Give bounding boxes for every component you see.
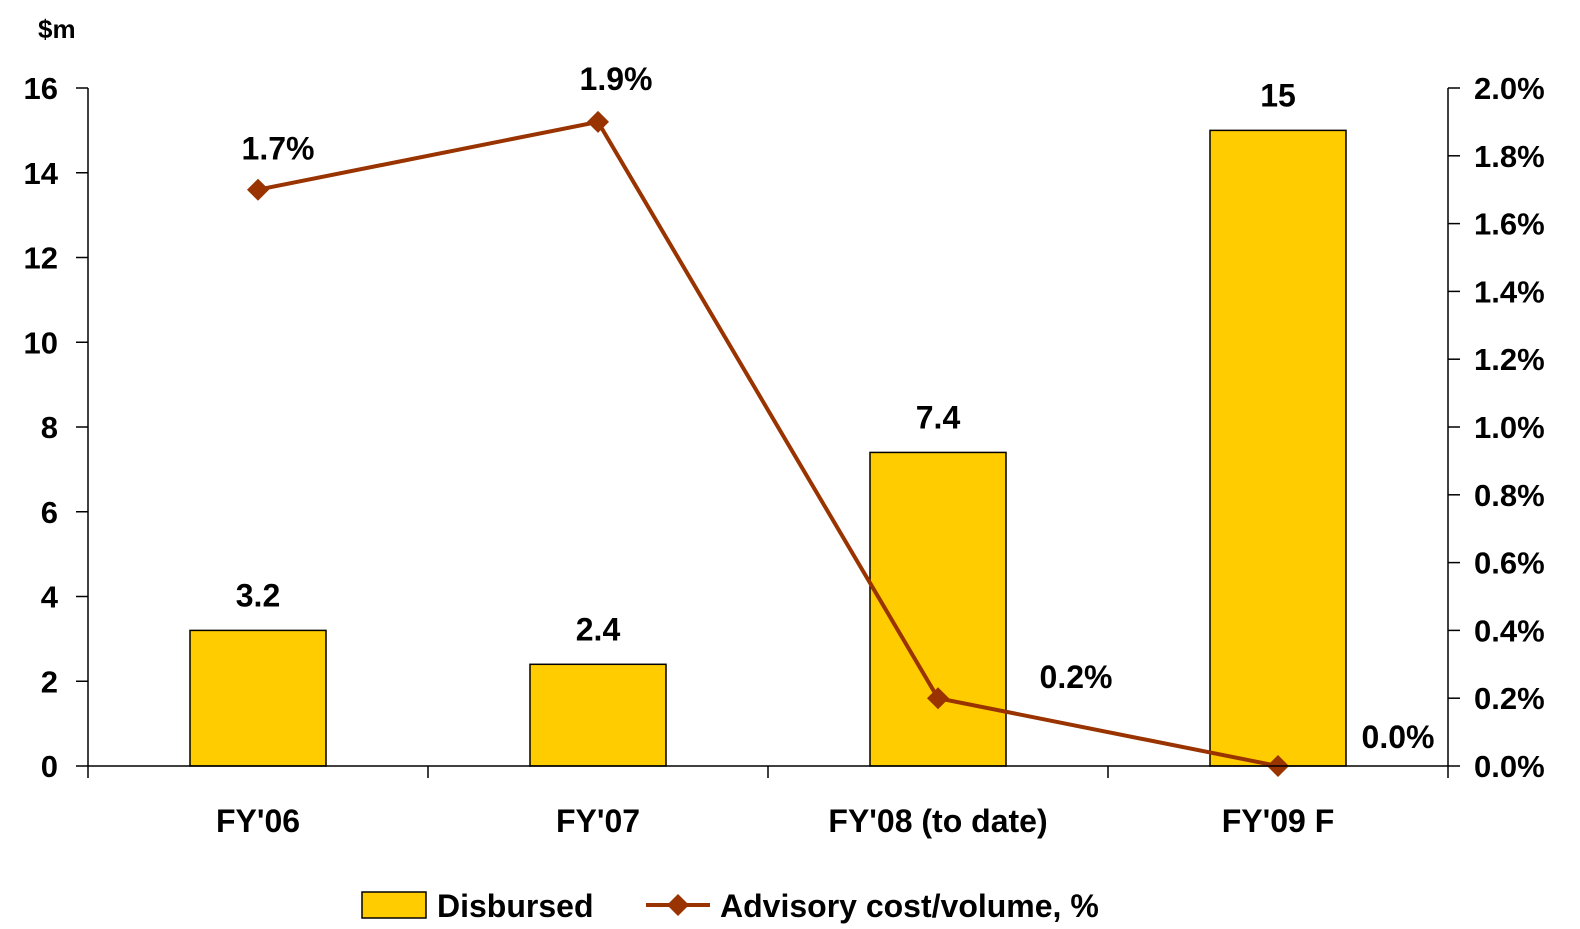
x-axis-tick-label: FY'09 F bbox=[1222, 803, 1335, 839]
line-data-label: 0.0% bbox=[1362, 719, 1435, 755]
bar bbox=[529, 663, 667, 767]
right-axis-tick-label: 0.8% bbox=[1474, 478, 1545, 513]
left-axis: 0 2 4 6 8 10 12 14 16 bbox=[24, 71, 89, 784]
bar bbox=[189, 629, 327, 767]
right-axis-tick-label: 1.2% bbox=[1474, 342, 1545, 377]
left-axis-tick-label: 14 bbox=[24, 156, 59, 191]
x-axis: FY'06 FY'07 FY'08 (to date) FY'09 F bbox=[87, 765, 1449, 839]
left-axis-tick-label: 2 bbox=[41, 664, 58, 699]
series-line bbox=[257, 119, 1279, 768]
legend-marker-advisory bbox=[667, 894, 689, 916]
left-axis-tick-label: 12 bbox=[24, 241, 58, 276]
bar-data-label: 2.4 bbox=[576, 611, 621, 647]
line-data-label: 0.2% bbox=[1040, 659, 1113, 695]
legend-label-advisory: Advisory cost/volume, % bbox=[720, 888, 1099, 924]
line-data-label: 1.9% bbox=[580, 61, 653, 97]
right-axis-tick-label: 1.0% bbox=[1474, 410, 1545, 445]
right-axis-tick-label: 0.2% bbox=[1474, 681, 1545, 716]
line-point bbox=[247, 178, 269, 201]
right-axis-tick-label: 0.6% bbox=[1474, 546, 1545, 581]
x-axis-tick-label: FY'07 bbox=[556, 803, 640, 839]
left-axis-tick-label: 8 bbox=[41, 410, 58, 445]
left-axis-tick-label: 4 bbox=[41, 580, 59, 615]
bar bbox=[869, 451, 1007, 767]
legend-label-disbursed: Disbursed bbox=[437, 888, 593, 924]
left-axis-tick-label: 16 bbox=[24, 71, 58, 106]
line-series-advisory-cost bbox=[247, 110, 1289, 777]
right-axis-tick-label: 0.4% bbox=[1474, 613, 1545, 648]
x-axis-tick-label: FY'06 bbox=[216, 803, 300, 839]
legend-swatch-disbursed bbox=[361, 891, 427, 919]
y-axis-unit: $m bbox=[38, 14, 76, 44]
right-axis-tick-label: 2.0% bbox=[1474, 71, 1545, 106]
right-axis-tick-label: 1.8% bbox=[1474, 139, 1545, 174]
right-axis: 0.0% 0.2% 0.4% 0.6% 0.8% 1.0% 1.2% 1.4% 1.6% 1.8%… bbox=[1447, 71, 1545, 784]
line-point bbox=[927, 687, 949, 710]
bar-data-label: 15 bbox=[1260, 77, 1296, 113]
x-axis-tick-label: FY'08 (to date) bbox=[828, 803, 1047, 839]
right-axis-tick-label: 1.4% bbox=[1474, 274, 1545, 309]
bar bbox=[1209, 129, 1347, 767]
bar-series-disbursed bbox=[189, 129, 1347, 767]
bar-data-label: 3.2 bbox=[236, 577, 280, 613]
left-axis-tick-label: 6 bbox=[41, 495, 58, 530]
line-data-label: 1.7% bbox=[242, 131, 315, 167]
right-axis-tick-label: 0.0% bbox=[1474, 749, 1545, 784]
line-point bbox=[587, 110, 609, 133]
legend: Disbursed Advisory cost/volume, % bbox=[361, 888, 1099, 924]
bar-data-label: 7.4 bbox=[916, 399, 961, 435]
left-axis-tick-label: 10 bbox=[24, 325, 58, 360]
right-axis-tick-label: 1.6% bbox=[1474, 207, 1545, 242]
data-labels: 3.2 2.4 7.4 15 1.7% 1.9% 0.2% 0.0% bbox=[236, 61, 1435, 755]
left-axis-tick-label: 0 bbox=[41, 749, 58, 784]
